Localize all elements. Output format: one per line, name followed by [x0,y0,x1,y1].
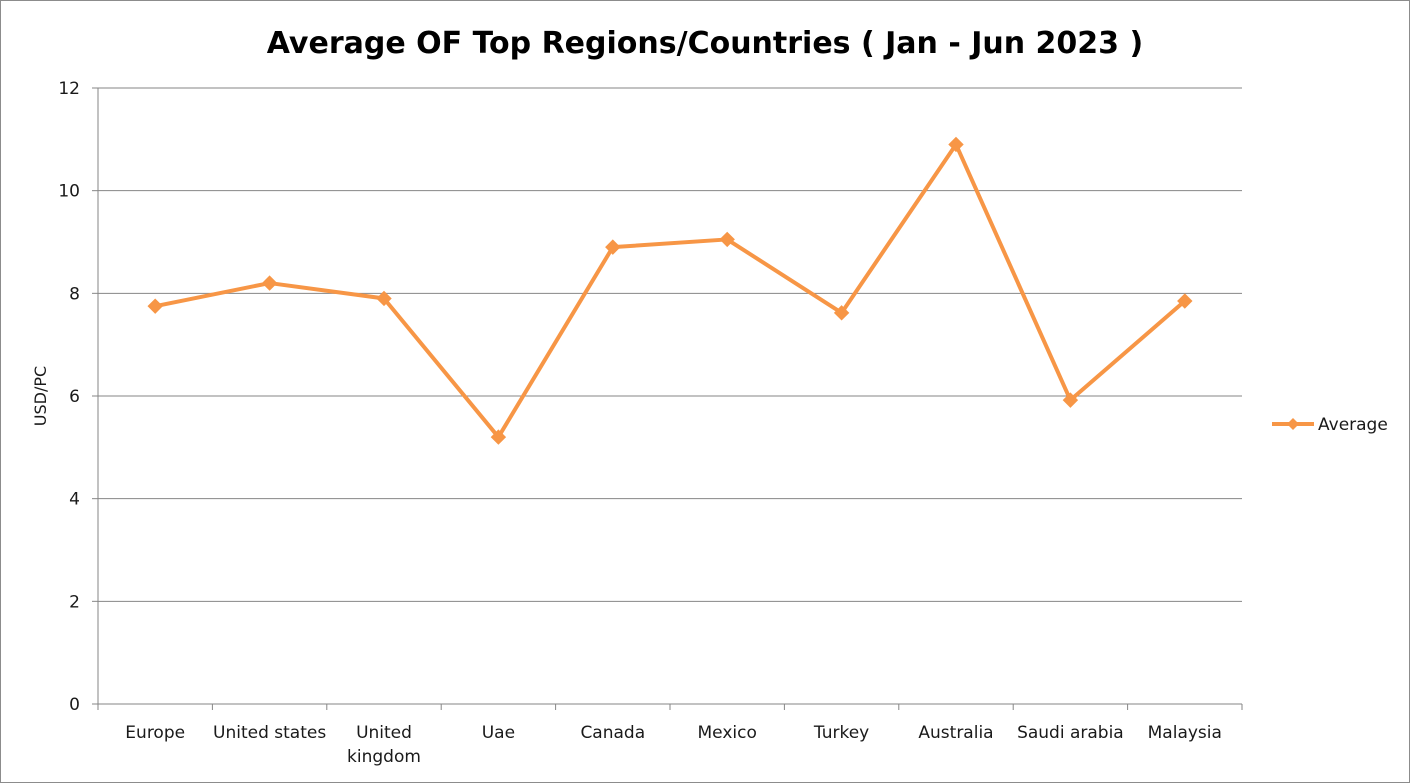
y-axis-label: USD/PC [31,366,50,426]
data-point-marker [948,136,964,153]
series-average [147,136,1193,445]
data-point-marker [833,305,850,321]
data-point-marker [719,231,735,248]
data-point-marker [1177,293,1193,309]
y-tick-label: 2 [69,592,80,612]
data-point-marker [376,290,392,307]
series-line [154,142,1187,440]
y-tick-label: 10 [58,182,80,202]
y-tick-label: 4 [69,490,80,510]
y-tick-label: 12 [58,79,80,99]
y-axis-ticks: 0 2 4 6 8 10 12 [58,79,80,715]
x-tick-label: Europe [125,723,185,743]
x-axis-ticks: Europe United states United kingdom Uae Canad… [125,723,1222,767]
legend-marker [1287,418,1299,430]
x-tick-label: United kingdom [347,723,421,767]
x-tick-label: United states [213,723,326,743]
x-tick-label: Saudi arabia [1017,723,1124,743]
x-tick-label: Australia [918,723,993,743]
y-tick-label: 0 [69,695,80,715]
x-tick-label: Malaysia [1148,723,1222,743]
chart-title: Average OF Top Regions/Countries ( Jan -… [267,26,1143,61]
gridlines [98,87,1242,602]
legend: Average [1272,415,1388,435]
data-point-marker [147,298,163,314]
x-tick-label: Mexico [698,723,757,743]
y-tick-label: 6 [69,387,80,407]
data-point-marker [1062,392,1079,408]
y-tick-label: 8 [69,284,80,304]
data-point-marker [261,275,278,291]
data-point-marker [605,239,621,255]
data-point-marker [490,429,507,445]
x-tick-label: Turkey [813,723,869,743]
x-tick-label: Uae [482,723,515,743]
axes [92,87,1243,710]
legend-label: Average [1318,415,1388,435]
x-tick-label: Canada [580,723,645,743]
